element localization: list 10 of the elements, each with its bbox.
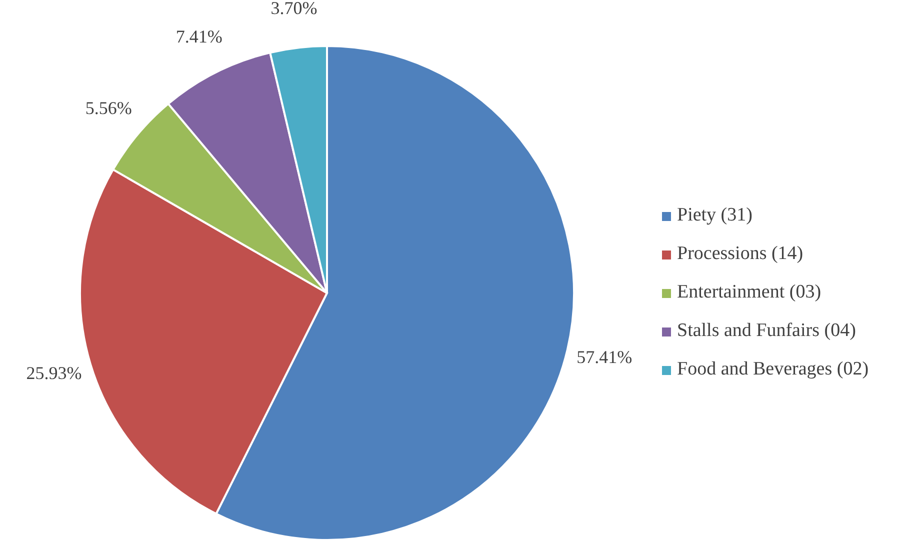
data-label: 7.41% [176, 26, 222, 46]
legend-label: Processions (14) [677, 242, 804, 264]
data-label: 5.56% [85, 98, 132, 118]
data-label: 3.70% [270, 0, 318, 18]
legend-label: Stalls and Funfairs (04) [677, 320, 856, 341]
legend-label: Entertainment (03) [677, 281, 822, 302]
legend-label: Food and Beverages (02) [677, 358, 869, 380]
legend-label: Piety (31) [677, 204, 752, 226]
data-label: 57.41% [576, 346, 632, 367]
data-label: 25.93% [26, 362, 82, 383]
